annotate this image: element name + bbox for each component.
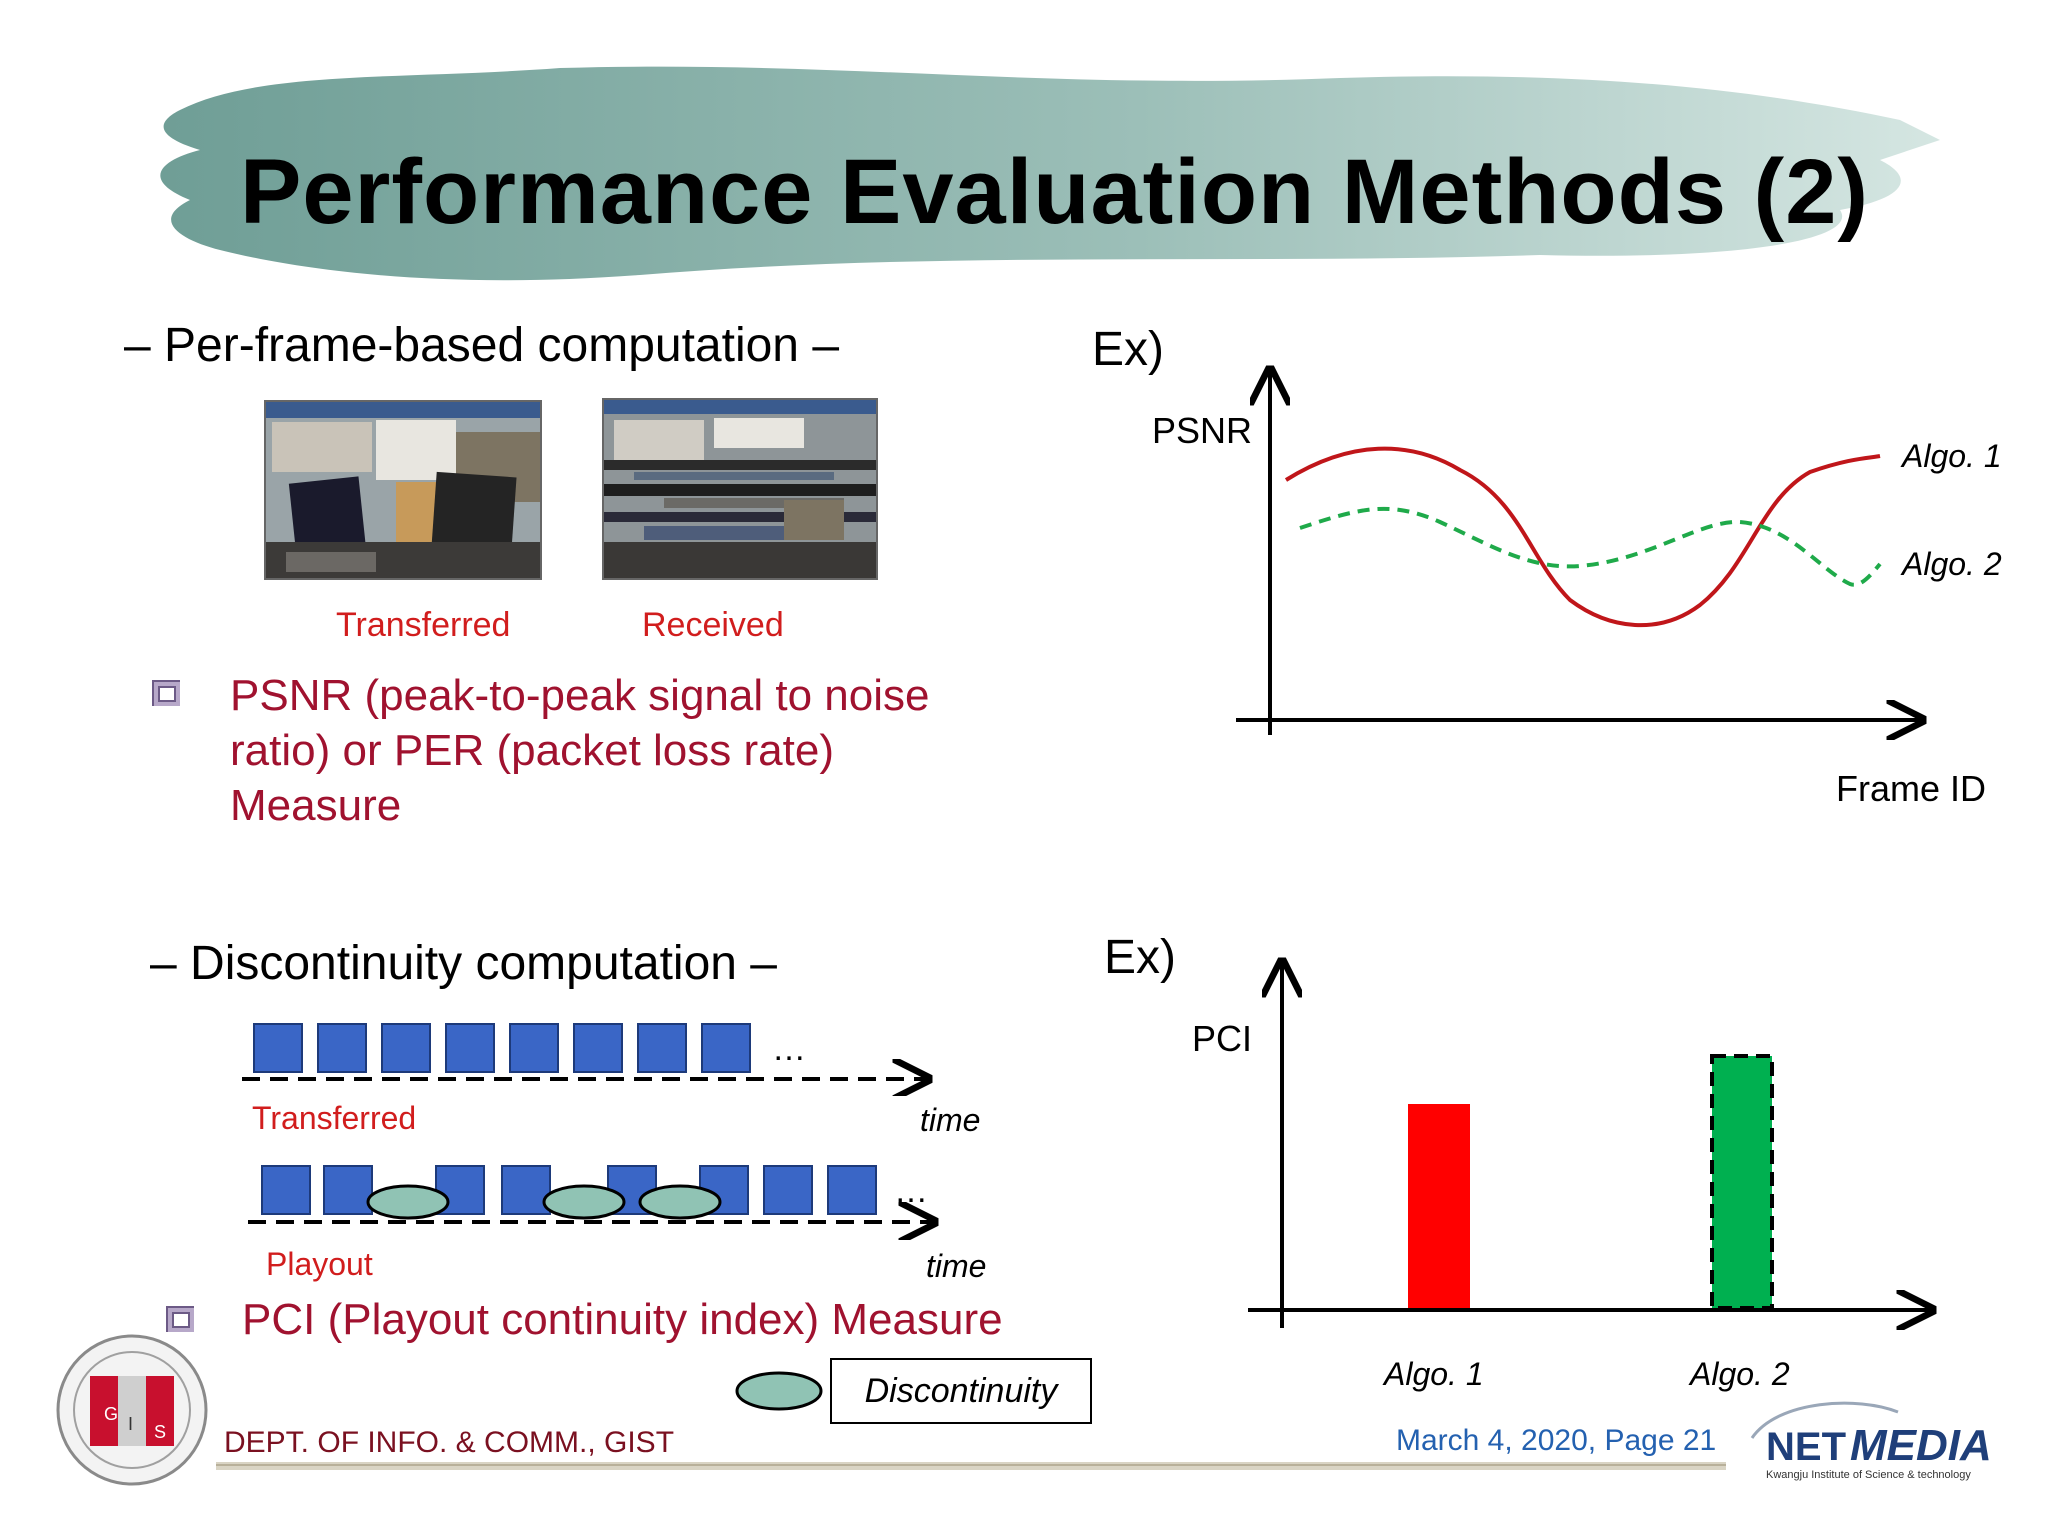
psnr-bullet-text: PSNR (peak-to-peak signal to noise ratio…: [230, 671, 930, 830]
frame-block: [701, 1023, 751, 1073]
algo1-curve-label: Algo. 1: [1902, 438, 2002, 474]
playout-timeline: [248, 1165, 940, 1240]
algo2-curve-label: Algo. 2: [1902, 546, 2002, 582]
ellipsis-2: …: [894, 1172, 928, 1210]
footer-rule: [216, 1462, 1726, 1470]
time-label-1: time: [920, 1102, 981, 1138]
algo2-bar: [1710, 1054, 1774, 1310]
ellipsis-1: …: [772, 1030, 806, 1068]
footer-date-page: March 4, 2020, Page 21: [1396, 1424, 1717, 1457]
frame-block: [501, 1165, 551, 1215]
discontinuity-marker: [366, 1184, 450, 1220]
frame-block: [509, 1023, 559, 1073]
transferred-timeline: [242, 1023, 940, 1096]
algo1-bar-label: Algo. 1: [1384, 1356, 1484, 1392]
title-banner: [160, 66, 1940, 281]
frame-block: [381, 1023, 431, 1073]
frame-block: [317, 1023, 367, 1073]
gist-seal-logo: G I S: [56, 1334, 208, 1486]
example-label-1: Ex): [1092, 323, 1164, 376]
netmedia-logo: NET MEDIA Kwangju Institute of Science &…: [1750, 1401, 1992, 1481]
svg-text:MEDIA: MEDIA: [1850, 1421, 1992, 1470]
playout-timeline-label: Playout: [266, 1246, 373, 1282]
frame-block: [637, 1023, 687, 1073]
time-label-2: time: [926, 1248, 987, 1284]
frame-block: [763, 1165, 813, 1215]
frame-block: [323, 1165, 373, 1215]
transferred-timeline-label: Transferred: [252, 1100, 417, 1136]
example-label-2: Ex): [1104, 931, 1176, 984]
pci-axis-label: PCI: [1192, 1018, 1253, 1059]
footer-department: DEPT. OF INFO. & COMM., GIST: [224, 1426, 675, 1459]
discontinuity-marker: [638, 1184, 722, 1220]
transferred-frame-image: [264, 400, 542, 580]
slide-title: Performance Evaluation Methods (2): [240, 141, 1869, 243]
pci-chart: [1248, 950, 1940, 1330]
algo1-bar: [1408, 1104, 1470, 1308]
algo1-curve: [1284, 446, 1881, 628]
discontinuity-marker: [542, 1184, 626, 1220]
frame-block: [261, 1165, 311, 1215]
svg-text:S: S: [154, 1422, 166, 1442]
section2-heading: – Discontinuity computation –: [150, 937, 777, 990]
frame-block: [445, 1023, 495, 1073]
discontinuity-legend-icon: [735, 1371, 823, 1411]
pci-bullet-text: PCI (Playout continuity index) Measure: [242, 1295, 1003, 1344]
psnr-graph: [1236, 360, 1930, 740]
received-frame-image: [602, 398, 878, 580]
svg-text:Kwangju Institute of Science &: Kwangju Institute of Science & technolog…: [1766, 1469, 1971, 1481]
frame-block: [573, 1023, 623, 1073]
section1-heading: – Per-frame-based computation –: [124, 319, 840, 372]
svg-text:G: G: [104, 1404, 118, 1424]
psnr-axis-label: PSNR: [1152, 410, 1253, 451]
discontinuity-legend-box: Discontinuity: [830, 1358, 1092, 1424]
svg-text:NET: NET: [1766, 1425, 1846, 1469]
bullet-icon: [152, 680, 180, 706]
algo2-curve: [1299, 506, 1882, 587]
received-caption: Received: [642, 606, 784, 644]
frame-block: [253, 1023, 303, 1073]
svg-text:I: I: [128, 1414, 133, 1434]
frame-id-axis-label: Frame ID: [1836, 768, 1987, 809]
bullet-icon: [166, 1306, 194, 1332]
algo2-bar-label: Algo. 2: [1690, 1356, 1790, 1392]
frame-block: [827, 1165, 877, 1215]
transferred-caption: Transferred: [336, 606, 511, 644]
